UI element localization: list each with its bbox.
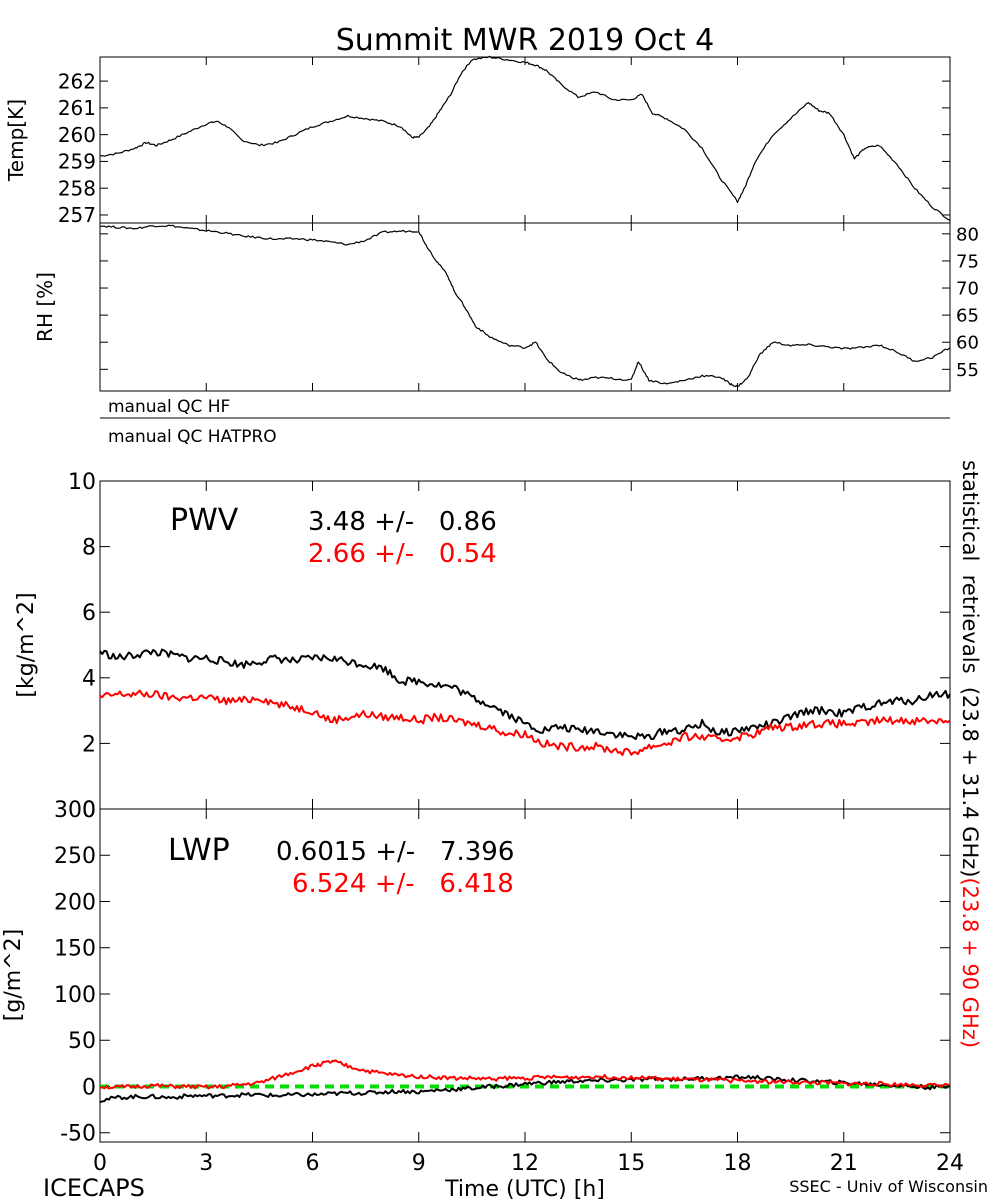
- x-tick-label: 6: [306, 1151, 320, 1176]
- y-tick-label: 100: [54, 983, 96, 1008]
- y-tick-label: 262: [58, 69, 96, 93]
- y-tick-label: 55: [956, 360, 979, 381]
- right-label-red: (23.8 + 90 GHz): [958, 877, 982, 1048]
- series-line: [99, 1059, 951, 1090]
- y-tick-label: 261: [58, 96, 96, 120]
- right-side-label: statistical retrievals (23.8 + 31.4 GHz)…: [958, 460, 982, 1048]
- x-tick-label: 18: [724, 1151, 752, 1176]
- lwp-series: [99, 1059, 951, 1104]
- y-tick-label: -50: [60, 1122, 96, 1147]
- temp-series: [99, 55, 951, 221]
- x-tick-label: 3: [199, 1151, 213, 1176]
- x-tick-label: 15: [617, 1151, 645, 1176]
- y-tick-label: 6: [82, 601, 96, 626]
- y-tick-label: 10: [68, 470, 96, 495]
- y-tick-label: 80: [956, 224, 979, 245]
- pwv-stats-red: 2.66 +/- 0.54: [308, 539, 497, 569]
- rh-series: [99, 224, 951, 388]
- series-line: [99, 648, 951, 740]
- y-tick-label: 260: [58, 123, 96, 147]
- y-tick-label: 2: [82, 732, 96, 757]
- y-tick-label: 300: [54, 798, 96, 823]
- lwp-annotation: LWP: [168, 833, 230, 868]
- y-tick-label: 0: [82, 1075, 96, 1100]
- y-tick-label: 50: [68, 1029, 96, 1054]
- x-tick-label: 24: [936, 1151, 964, 1176]
- y-tick-label: 150: [54, 937, 96, 962]
- lwp-stats-black: 0.6015 +/- 7.396: [276, 837, 514, 867]
- pwv-y-ticks: 0 2 4 6 8 10: [68, 470, 950, 823]
- footer-center: Time (UTC) [h]: [444, 1177, 605, 1200]
- y-tick-label: 200: [54, 890, 96, 915]
- y-tick-label: 257: [58, 203, 96, 227]
- y-tick-label: 259: [58, 150, 96, 174]
- rh-y-ticks: 55 60 65 70 75 80: [100, 224, 979, 381]
- x-tick-label: 0: [93, 1151, 107, 1176]
- y-tick-label: 258: [58, 176, 96, 200]
- pwv-stats-black: 3.48 +/- 0.86: [308, 507, 497, 537]
- lwp-y-ticks: -50 0 50 100 150 200 250 300: [54, 798, 950, 1147]
- series-line: [99, 224, 951, 388]
- x-tick-label: 9: [412, 1151, 426, 1176]
- footer-right: SSEC - Univ of Wisconsin: [789, 1177, 988, 1196]
- y-tick-label: 70: [956, 279, 979, 300]
- rh-panel-frame: [99, 222, 951, 392]
- footer-left: ICECAPS: [43, 1174, 145, 1200]
- right-label-black: statistical retrievals (23.8 + 31.4 GHz): [958, 460, 982, 877]
- x-tick-label: 12: [511, 1151, 539, 1176]
- lwp-stats-red: 6.524 +/- 6.418: [292, 869, 514, 899]
- x-tick-label: 21: [830, 1151, 858, 1176]
- lwp-y-label: [g/m^2]: [1, 929, 26, 1021]
- y-tick-label: 8: [82, 536, 96, 561]
- qc-label-hf: manual QC HF: [108, 397, 230, 417]
- y-tick-label: 60: [956, 333, 979, 354]
- y-tick-label: 4: [82, 667, 96, 692]
- temp-y-label: Temp[K]: [4, 99, 28, 182]
- figure-title: Summit MWR 2019 Oct 4: [336, 23, 714, 58]
- series-line: [99, 689, 951, 757]
- y-tick-label: 65: [956, 306, 979, 327]
- x-axis-ticks: 0 3 6 9 12 15 18 21 24: [93, 57, 964, 1176]
- temp-panel-frame: [99, 56, 951, 224]
- pwv-annotation: PWV: [170, 503, 239, 538]
- rh-y-label: RH [%]: [33, 272, 57, 342]
- y-tick-label: 0: [82, 798, 96, 823]
- pwv-series: [99, 648, 951, 757]
- qc-label-hatpro: manual QC HATPRO: [108, 427, 277, 447]
- series-line: [99, 55, 951, 221]
- y-tick-label: 75: [956, 251, 979, 272]
- y-tick-label: 250: [54, 844, 96, 869]
- pwv-y-label: [kg/m^2]: [14, 592, 39, 697]
